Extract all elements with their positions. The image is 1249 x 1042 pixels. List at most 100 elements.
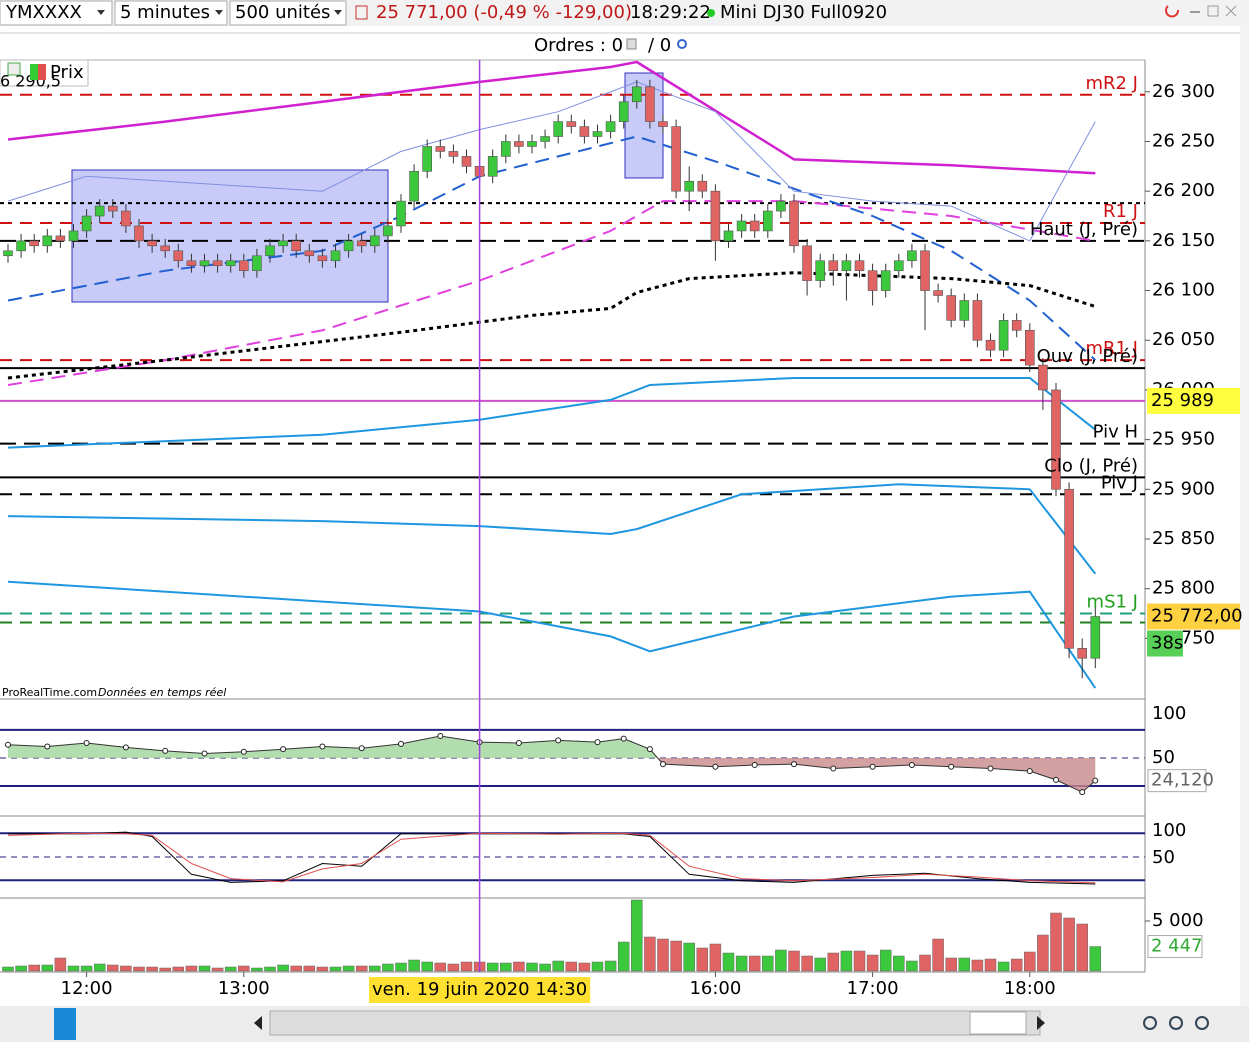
rsi-tag: [1147, 769, 1207, 793]
candle-body: [304, 250, 315, 257]
candle-body: [396, 200, 406, 227]
volume-bar: [748, 955, 761, 972]
drawing-box[interactable]: [71, 169, 389, 303]
candle-body: [566, 121, 577, 127]
volume-bar: [329, 966, 342, 972]
orders: Ordres : 0: [534, 35, 623, 56]
close[interactable]: [1225, 5, 1237, 17]
candle-body: [212, 260, 223, 267]
volume-bar: [198, 965, 211, 972]
candle-body: [121, 210, 131, 227]
interval-dropdown[interactable]: [114, 0, 228, 26]
rsi-tag-label: 24,120: [1151, 770, 1214, 791]
candle-body: [998, 320, 1009, 351]
refresh-icon[interactable]: [1165, 5, 1179, 18]
settings-icon[interactable]: [677, 39, 687, 49]
volume-bar: [185, 965, 198, 972]
volume-bar: [775, 949, 787, 972]
maximize[interactable]: [1207, 5, 1219, 17]
volume-bar: [67, 965, 80, 972]
candle-body: [514, 141, 524, 147]
volume-bar: [906, 960, 918, 972]
volume-bar: [670, 940, 682, 972]
candle-body: [645, 86, 655, 122]
volume-bar: [984, 958, 997, 972]
volume-bar: [827, 952, 840, 972]
candle-body: [907, 250, 917, 262]
drawing-box[interactable]: [624, 72, 664, 179]
info-icon[interactable]: [355, 5, 368, 20]
indicator-line: [7, 60, 1096, 175]
volume-bar: [146, 966, 158, 972]
candle-body: [278, 240, 288, 247]
level-label: mR2 J: [1085, 73, 1138, 94]
timer: 38s: [1151, 633, 1183, 654]
rsi-point: [1053, 776, 1059, 783]
stochastic-line: [8, 831, 1096, 885]
candle-body: [723, 230, 734, 242]
dropdown-arrow: [215, 10, 223, 15]
volume-bar: [814, 957, 826, 972]
candle-body: [147, 240, 157, 247]
orders-icon[interactable]: [626, 38, 637, 50]
symbol-dropdown[interactable]: [0, 0, 113, 26]
share-button[interactable]: [54, 1008, 76, 1040]
stochastic-line: [7, 832, 1096, 884]
zoom-out-icon[interactable]: [1169, 1016, 1183, 1030]
level-label: mS1 J: [1087, 592, 1138, 613]
rsi-point: [660, 761, 666, 768]
candle-body: [985, 339, 996, 351]
candle-body: [1025, 330, 1035, 366]
zoom-icon[interactable]: [1143, 1016, 1157, 1030]
candle-body: [134, 225, 144, 242]
y-tick-label: 5 000: [1152, 910, 1204, 931]
volume-bar: [290, 965, 302, 972]
rsi-point: [646, 746, 653, 753]
zoom-in-icon[interactable]: [1195, 1016, 1209, 1030]
volume-bar: [513, 961, 525, 972]
y-tick-label: 100: [1152, 820, 1186, 841]
volume-bar: [801, 955, 813, 972]
candle-body: [762, 210, 773, 232]
rsi-point: [830, 765, 837, 772]
candle-body: [409, 171, 419, 202]
volume-bar: [342, 965, 355, 972]
volume-bar: [657, 938, 669, 972]
candle-body: [867, 270, 878, 291]
level-label: Piv H: [1093, 422, 1138, 443]
candle-body: [749, 220, 760, 232]
rsi-point: [1092, 777, 1099, 784]
volume-bar: [683, 942, 695, 972]
level-label: mR1 J: [1085, 338, 1138, 359]
units-dropdown[interactable]: [229, 0, 347, 26]
minimize[interactable]: [1190, 11, 1200, 13]
candle-body: [448, 151, 459, 157]
rsi-point: [555, 737, 562, 744]
volume-bar: [369, 965, 381, 972]
volume-bar: [604, 960, 617, 972]
candle-body: [81, 215, 92, 232]
scroll-thumb[interactable]: [969, 1011, 1027, 1035]
volume-bar: [277, 964, 289, 972]
y-tick-label: 50: [1152, 747, 1175, 768]
volume-bar: [15, 965, 27, 972]
volume-bar: [107, 964, 119, 972]
price-tag: [1147, 387, 1240, 414]
candle-body: [828, 260, 839, 271]
candle-body: [841, 260, 852, 271]
volume-bar: [421, 961, 433, 972]
candle-body: [880, 270, 891, 291]
volume-bar: [945, 957, 957, 972]
legend-icon[interactable]: [7, 62, 21, 76]
candle-body: [383, 225, 393, 237]
volume-bar: [54, 957, 67, 972]
candle-body: [933, 290, 943, 296]
price-tag-label: 25 772,00: [1151, 606, 1243, 627]
candle-body: [500, 141, 511, 157]
interval: 5 minutes: [120, 2, 210, 23]
timer-bg: [1147, 630, 1183, 657]
x-tick-label: 18:00: [1004, 978, 1056, 999]
scrollbar[interactable]: [269, 1010, 1041, 1036]
candle-body: [1051, 389, 1061, 490]
volume-bar: [919, 954, 931, 972]
